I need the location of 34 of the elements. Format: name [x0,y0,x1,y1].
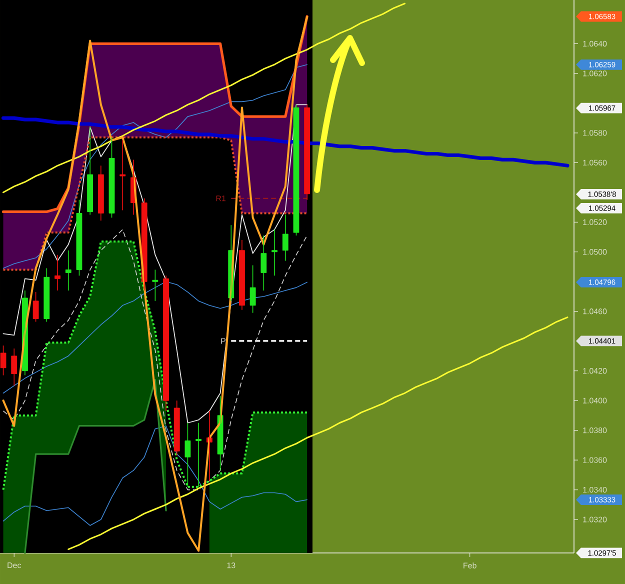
x-tick-label: Feb [464,562,476,568]
candlestick [32,292,39,322]
candlestick [44,268,50,322]
series-label: R1 [216,196,226,202]
y-tick-label: 1.0560 [583,160,607,166]
candlestick [184,422,191,488]
line-series [2,281,308,394]
y-tick-label: 1.0360 [583,457,607,463]
y-tick-label: 1.0400 [583,398,607,404]
candlestick [120,140,126,211]
y-tick-label: 1.0340 [583,486,607,493]
y-tick-label: 1.0420 [583,368,607,374]
y-tick-label: 1.0380 [583,427,607,434]
series-label: P [221,338,226,344]
y-tick-label: 1.0520 [583,219,607,225]
x-tick-label: Dec [8,562,22,568]
y-tick-label: 1.0580 [583,130,607,136]
candlestick [76,199,82,276]
y-tick-label: 1.0320 [583,516,607,522]
candlestick [250,264,256,314]
y-tick-label: 1.0500 [583,249,607,255]
candlestick [152,269,158,302]
line-series [2,425,308,526]
candlestick [0,345,6,376]
candlestick [260,235,267,291]
y-tick-label: 1.0620 [583,70,607,76]
y-tick-label: 1.0640 [583,40,607,47]
x-tick-label: 13 [227,562,236,568]
line-series [2,2,406,194]
candlestick [293,104,300,236]
candlestick [217,396,224,471]
candlestick [108,136,115,218]
y-tick-label: 1.0460 [583,308,607,314]
line-series [2,64,308,269]
